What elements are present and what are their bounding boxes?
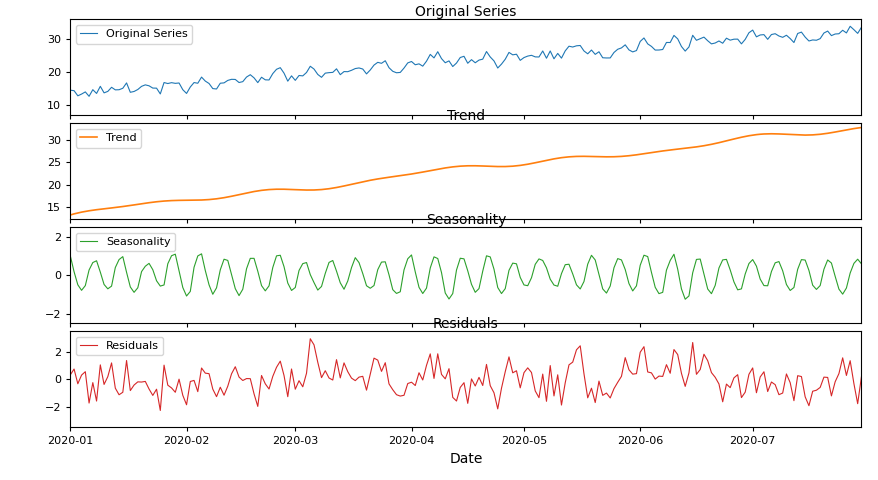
Legend: Original Series: Original Series: [76, 25, 192, 44]
Title: Trend: Trend: [446, 109, 485, 123]
Line: Residuals: Residuals: [70, 339, 860, 410]
Legend: Residuals: Residuals: [76, 336, 163, 355]
Line: Original Series: Original Series: [70, 26, 860, 96]
Legend: Seasonality: Seasonality: [76, 233, 175, 252]
Title: Seasonality: Seasonality: [425, 213, 506, 227]
Line: Seasonality: Seasonality: [70, 254, 860, 299]
Legend: Trend: Trend: [76, 129, 140, 147]
X-axis label: Date: Date: [449, 452, 482, 466]
Line: Trend: Trend: [70, 128, 860, 215]
Title: Original Series: Original Series: [414, 5, 516, 19]
Title: Residuals: Residuals: [433, 317, 498, 331]
